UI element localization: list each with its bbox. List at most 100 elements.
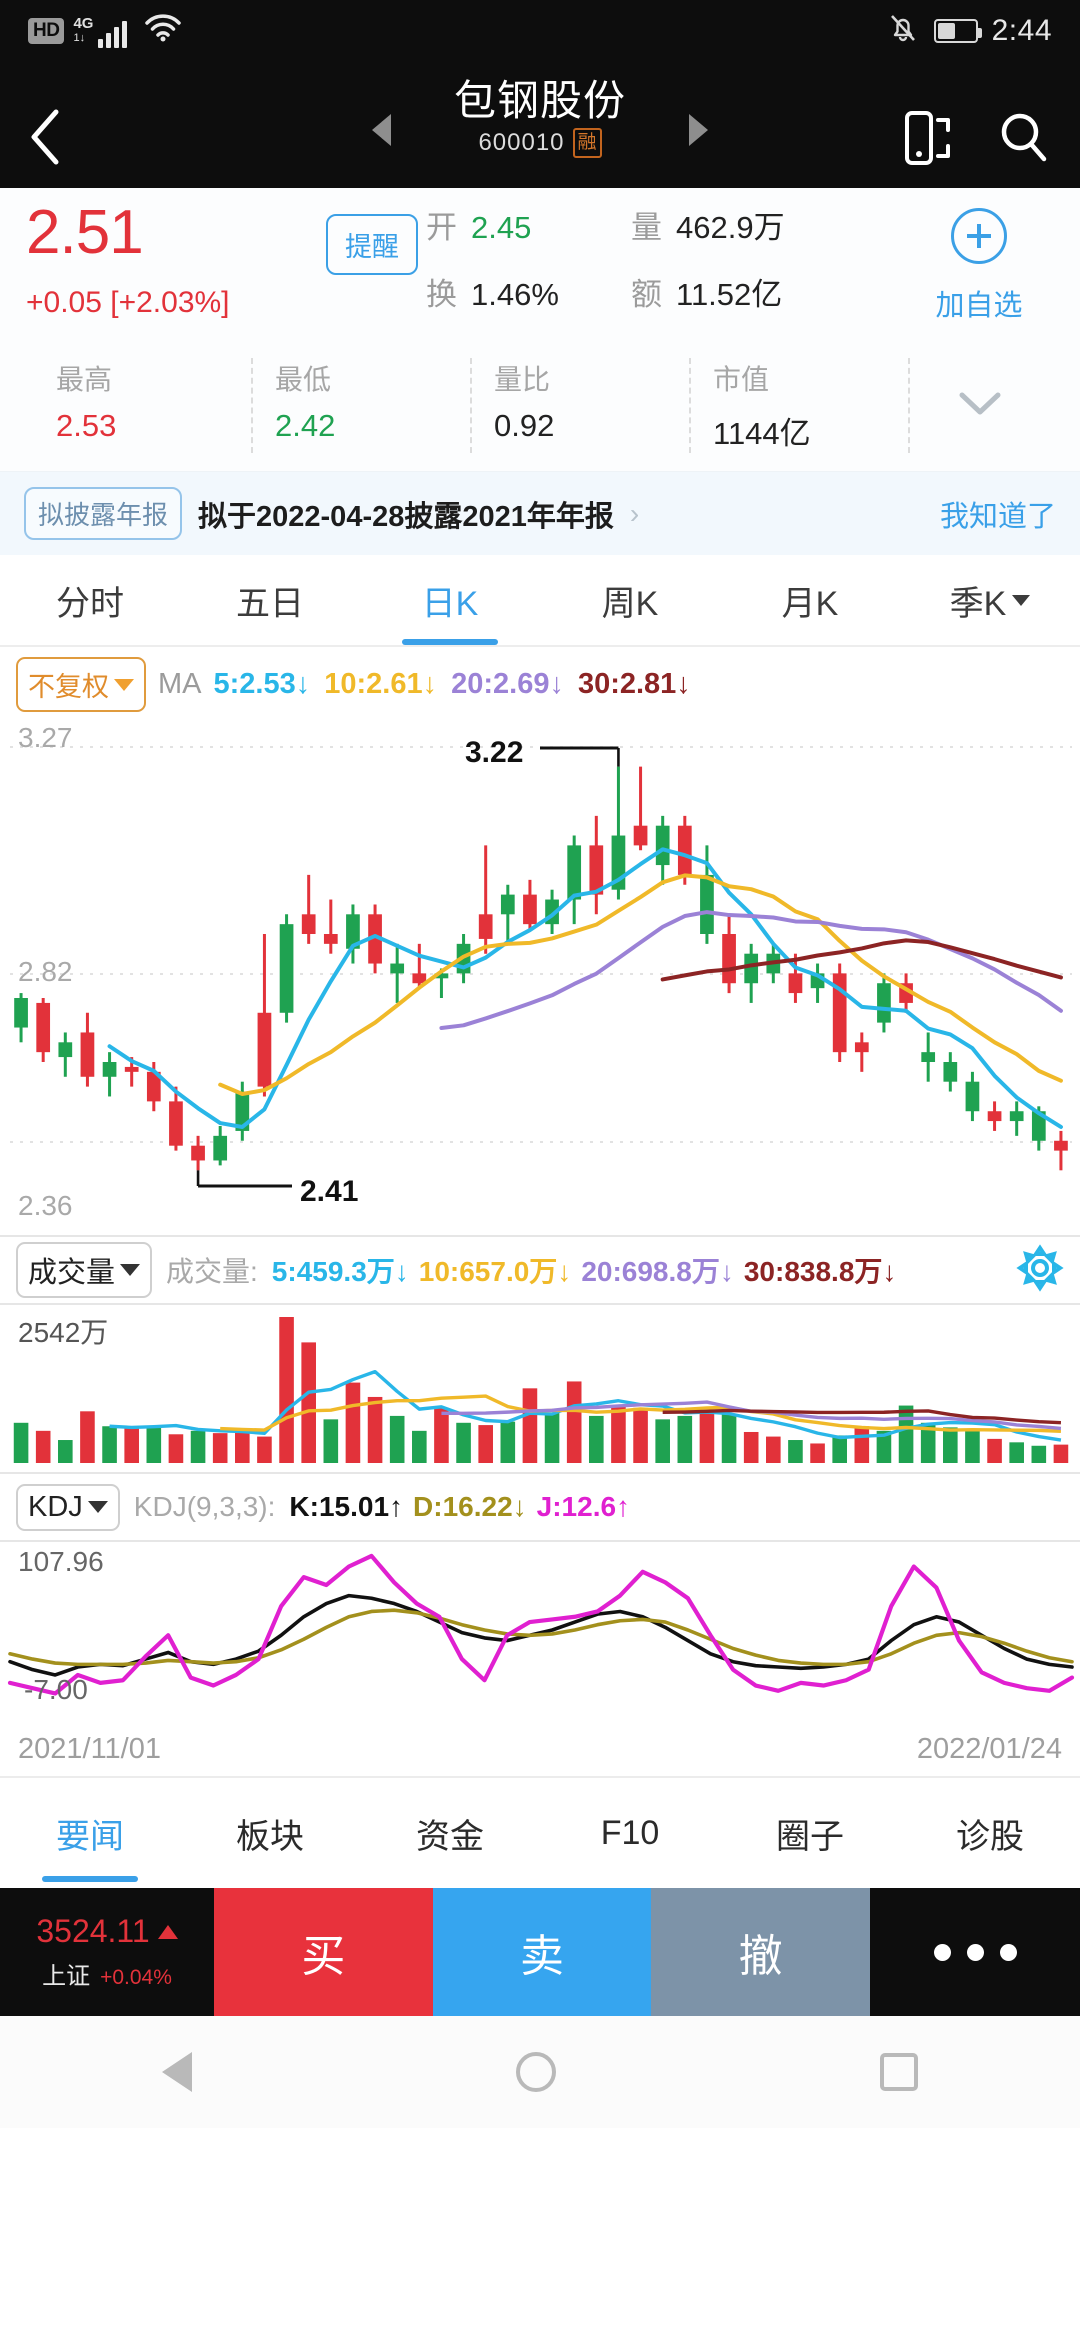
index-change-pct: +0.04% — [100, 1966, 172, 1989]
portrait-mode-icon[interactable] — [904, 110, 952, 171]
volume-selector-label: 成交量 — [28, 1257, 116, 1289]
tab-weekly-k-label: 周K — [601, 584, 659, 623]
tab-news[interactable]: 要闻 — [0, 1778, 180, 1888]
stat-high-value: 2.53 — [56, 408, 117, 443]
dot-icon — [966, 1943, 984, 1961]
index-widget[interactable]: 3524.11 上证 +0.04% — [0, 1888, 214, 2016]
chevron-down-icon — [954, 387, 1006, 424]
volume-ma5-value: 5:459.3万↓ — [271, 1256, 409, 1287]
ma10-value: 10:2.61↓ — [324, 668, 438, 700]
tab-capital[interactable]: 资金 — [360, 1778, 540, 1888]
price-axis-bottom: 2.36 — [18, 1190, 73, 1221]
tab-news-label: 要闻 — [56, 1817, 124, 1856]
tab-quarterly-k-label: 季K — [949, 584, 1007, 623]
tab-sector-label: 板块 — [236, 1817, 304, 1856]
index-sub-row: 上证 +0.04% — [42, 1956, 172, 1991]
candlestick-chart[interactable]: 3.27 2.82 2.36 3.22 2.41 — [0, 720, 1080, 1235]
price-axis-mid: 2.82 — [18, 956, 73, 987]
kdj-chart[interactable]: 107.96 -7.00 — [0, 1542, 1080, 1727]
stat-volume-ratio: 量比 0.92 — [470, 358, 689, 453]
status-bar: HD 4G 1↓ — [0, 0, 1080, 62]
status-bar-left: HD 4G 1↓ — [28, 13, 182, 50]
kdj-axis-bottom: -7.00 — [24, 1674, 88, 1705]
tab-f10-label: F10 — [600, 1813, 660, 1852]
volume-chart[interactable]: 2542万 — [0, 1305, 1080, 1472]
adjustment-selector-label: 不复权 — [28, 672, 109, 702]
ma-values: 5:2.53↓ 10:2.61↓ 20:2.69↓ 30:2.81↓ — [214, 668, 691, 701]
nav-back-icon[interactable] — [162, 2052, 192, 2092]
tab-sector[interactable]: 板块 — [180, 1778, 360, 1888]
ma5-value: 5:2.53↓ — [213, 668, 311, 700]
metric-amount: 额 11.52亿 — [631, 269, 836, 314]
volume-values: 5:459.3万↓ 10:657.0万↓ 20:698.8万↓ 30:838.8… — [272, 1250, 897, 1290]
metric-volume-label: 量 — [631, 210, 662, 245]
kdj-selector-button[interactable]: KDJ — [16, 1483, 120, 1531]
add-watchlist-button[interactable]: 加自选 — [904, 202, 1054, 324]
kdj-d-value: D:16.22↓ — [413, 1491, 527, 1522]
dot-icon — [999, 1943, 1017, 1961]
prev-stock-icon[interactable] — [372, 114, 391, 146]
title-center: 包钢股份 600010 融 — [0, 77, 1080, 159]
metric-amount-label: 额 — [631, 277, 662, 312]
tab-community[interactable]: 圈子 — [720, 1778, 900, 1888]
tab-five-day-label: 五日 — [236, 584, 304, 623]
plus-icon — [951, 208, 1007, 264]
android-nav-bar — [0, 2016, 1080, 2128]
tab-five-day[interactable]: 五日 — [180, 555, 360, 645]
chevron-right-icon: › — [629, 497, 640, 529]
battery-icon — [933, 19, 982, 43]
kdj-canvas — [7, 1553, 1075, 1696]
adjustment-selector-button[interactable]: 不复权 — [16, 657, 146, 712]
search-icon[interactable] — [998, 111, 1050, 170]
ma30-value: 30:2.81↓ — [577, 668, 691, 700]
metric-volume-value: 462.9万 — [676, 210, 785, 245]
volume-axis-max: 2542万 — [18, 1317, 109, 1348]
add-watchlist-label: 加自选 — [935, 290, 1023, 322]
nav-recents-icon[interactable] — [880, 2053, 918, 2091]
expand-quote-button[interactable] — [908, 358, 1028, 453]
metrics-col-2: 量 462.9万 额 11.52亿 — [631, 202, 836, 336]
more-options-button[interactable] — [870, 1888, 1080, 2016]
tab-daily-k[interactable]: 日K — [360, 555, 540, 645]
period-high-annotation: 3.22 — [465, 736, 524, 769]
network-type-label: 4G — [73, 15, 94, 32]
ma-indicator-bar: 不复权 MA 5:2.53↓ 10:2.61↓ 20:2.69↓ 30:2.81… — [0, 647, 1080, 720]
tab-monthly-k[interactable]: 月K — [720, 555, 900, 645]
volume-canvas — [13, 1317, 1069, 1463]
alert-button[interactable]: 提醒 — [326, 214, 418, 275]
cancel-order-button[interactable]: 撤 — [651, 1888, 871, 2016]
back-arrow-icon[interactable] — [28, 108, 64, 171]
buy-button[interactable]: 买 — [214, 1888, 433, 2016]
announcement-text: 拟于2022-04-28披露2021年年报 — [198, 500, 614, 533]
tab-weekly-k[interactable]: 周K — [540, 555, 720, 645]
index-value-row: 3524.11 — [36, 1913, 178, 1950]
tab-quarterly-k[interactable]: 季K — [900, 555, 1080, 645]
next-stock-icon[interactable] — [689, 114, 708, 146]
stat-high-label: 最高 — [56, 364, 113, 395]
tab-intraday[interactable]: 分时 — [0, 555, 180, 645]
metric-turnover-rate-value: 1.46% — [471, 277, 559, 312]
dismiss-announcement-button[interactable]: 我知道了 — [939, 500, 1056, 533]
announcement-banner[interactable]: 拟披露年报 拟于2022-04-28披露2021年年报 › 我知道了 — [0, 471, 1080, 555]
volume-selector-button[interactable]: 成交量 — [16, 1242, 153, 1298]
stat-market-cap-value: 1144亿 — [713, 416, 811, 451]
price-change-pct: [+2.03%] — [110, 286, 230, 319]
signal-bars-icon: 4G 1↓ — [73, 14, 128, 48]
uplink-label: 1↓ — [73, 32, 86, 44]
tab-f10[interactable]: F10 — [540, 1778, 720, 1888]
stat-low: 最低 2.42 — [251, 358, 470, 453]
nav-home-icon[interactable] — [516, 2052, 556, 2092]
tab-community-label: 圈子 — [776, 1817, 844, 1856]
date-axis: 2021/11/01 2022/01/24 — [0, 1727, 1080, 1776]
sell-button[interactable]: 卖 — [432, 1888, 652, 2016]
metric-open: 开 2.45 — [426, 202, 631, 247]
volume-ma20-value: 20:698.8万↓ — [581, 1256, 734, 1287]
tab-intraday-label: 分时 — [56, 584, 124, 623]
stock-code-row: 600010 融 — [0, 128, 1080, 159]
kdj-selector-label: KDJ — [28, 1490, 83, 1523]
gear-icon[interactable] — [1016, 1243, 1064, 1297]
quote-main-row: 2.51 +0.05 [+2.03%] 提醒 开 2.45 换 1.46% — [26, 202, 1054, 336]
metric-turnover-rate: 换 1.46% — [426, 269, 631, 314]
tab-diagnosis[interactable]: 诊股 — [900, 1778, 1080, 1888]
